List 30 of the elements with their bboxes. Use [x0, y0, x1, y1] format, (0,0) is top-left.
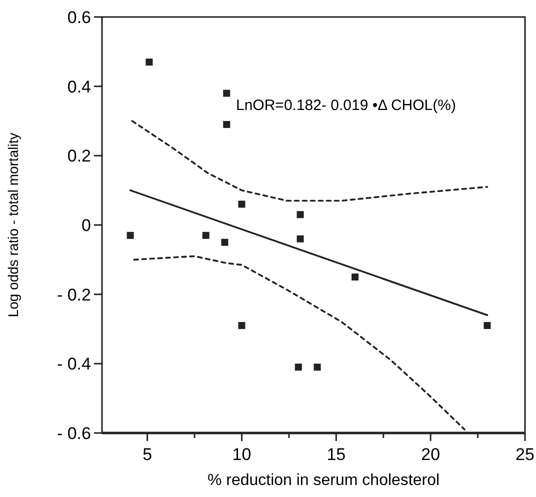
y-tick-label: - 0.6 — [56, 424, 91, 443]
y-tick-label: - 0.4 — [56, 354, 91, 374]
point — [202, 232, 210, 239]
point — [238, 200, 246, 208]
x-axis-title: % reduction in serum cholesterol — [207, 472, 440, 489]
point — [126, 232, 134, 239]
point — [484, 322, 491, 330]
annotation: LnOR=0.182- 0.019 •Δ CHOL(%) — [236, 97, 456, 114]
x-tick-label: 15 — [326, 445, 346, 464]
point — [314, 364, 321, 371]
point — [223, 120, 230, 128]
point — [221, 238, 228, 246]
y-tick-label: 0.2 — [67, 146, 91, 166]
y-axis-title: Log odds ratio - total mortality — [5, 132, 21, 318]
y-tick-label: 0.6 — [67, 8, 91, 27]
x-tick-label: 25 — [516, 445, 534, 464]
point — [223, 90, 230, 97]
x-tick-label: 5 — [142, 445, 152, 464]
point — [146, 58, 153, 66]
y-tick-label: 0 — [82, 216, 91, 235]
y-tick-label: 0.4 — [67, 77, 91, 96]
point — [296, 211, 304, 218]
x-tick-label: 20 — [421, 445, 440, 464]
point — [294, 364, 302, 371]
point — [238, 322, 246, 330]
point — [352, 274, 359, 280]
y-tick-label: - 0.2 — [56, 285, 91, 304]
point — [296, 235, 304, 242]
line-series — [131, 120, 488, 202]
x-tick-label: 10 — [232, 445, 252, 464]
